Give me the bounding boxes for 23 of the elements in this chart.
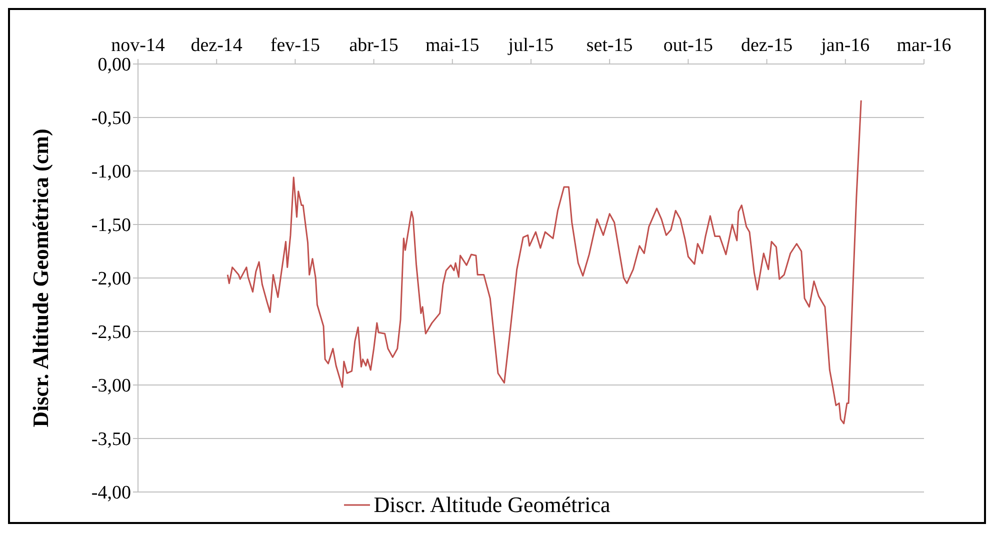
- x-tick-label: abr-15: [349, 35, 398, 56]
- x-tick-label: out-15: [663, 35, 714, 56]
- y-tick-label: 0,00: [98, 54, 131, 76]
- y-tick-label: -3,50: [91, 429, 131, 450]
- line-series: [226, 100, 862, 424]
- y-tick-label: -0,50: [91, 108, 131, 130]
- x-tick-label: dez-14: [190, 35, 243, 56]
- y-tick-label: -1,00: [91, 162, 131, 183]
- y-axis-title: Discr. Altitude Geométrica (cm): [28, 128, 53, 428]
- y-tick-label: -2,00: [91, 268, 131, 290]
- x-tick-label: mai-15: [425, 35, 480, 56]
- x-tick-label: jan-16: [820, 35, 870, 56]
- x-tick-label: jul-15: [507, 35, 554, 56]
- y-tick-label: -3,00: [91, 376, 131, 397]
- x-tick-label: nov-14: [111, 35, 166, 56]
- y-tick-label: -1,50: [91, 215, 131, 236]
- y-tick-label: -2,50: [91, 322, 131, 344]
- legend-label: Discr. Altitude Geométrica: [374, 492, 610, 518]
- y-tick-label: -4,00: [91, 482, 131, 504]
- x-tick-label: mar-16: [896, 35, 952, 56]
- x-tick-label: dez-15: [740, 35, 793, 56]
- x-tick-label: fev-15: [270, 35, 320, 56]
- x-tick-label: set-15: [586, 35, 633, 56]
